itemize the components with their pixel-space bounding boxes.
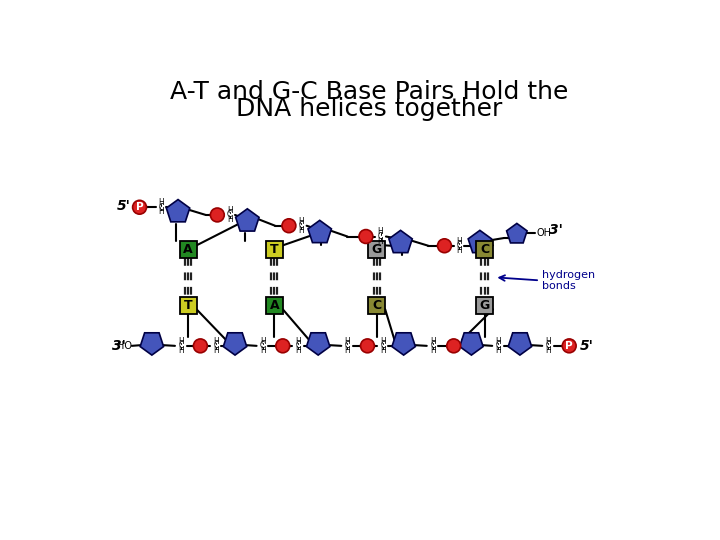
Text: H: H	[295, 337, 301, 346]
Text: hydrogen
bonds: hydrogen bonds	[542, 269, 595, 291]
Text: C: C	[158, 202, 163, 212]
Polygon shape	[507, 224, 527, 243]
Polygon shape	[166, 200, 190, 222]
Text: 3': 3'	[549, 224, 563, 238]
Polygon shape	[392, 333, 415, 355]
Text: P: P	[565, 341, 573, 351]
Text: 3': 3'	[112, 339, 126, 353]
Text: A-T and G-C Base Pairs Hold the: A-T and G-C Base Pairs Hold the	[170, 80, 568, 104]
Text: H: H	[430, 346, 436, 355]
Text: H: H	[345, 337, 351, 346]
Text: H: H	[260, 337, 266, 346]
Text: G: G	[480, 299, 490, 312]
Polygon shape	[140, 333, 163, 355]
FancyBboxPatch shape	[179, 296, 197, 314]
Circle shape	[132, 200, 146, 214]
Text: C: C	[456, 241, 462, 250]
Polygon shape	[308, 220, 331, 242]
Text: C: C	[480, 243, 489, 256]
Polygon shape	[508, 333, 531, 355]
Text: H: H	[380, 337, 386, 346]
Text: H: H	[456, 246, 462, 255]
Circle shape	[276, 339, 289, 353]
Polygon shape	[223, 333, 247, 355]
Text: H: H	[456, 237, 462, 246]
Polygon shape	[235, 209, 259, 231]
Text: H: H	[495, 346, 501, 355]
Text: H: H	[430, 337, 436, 346]
FancyBboxPatch shape	[179, 241, 197, 258]
Text: H: H	[546, 346, 552, 355]
Text: H: H	[378, 237, 384, 246]
Circle shape	[438, 239, 451, 253]
FancyBboxPatch shape	[368, 241, 385, 258]
Text: H: H	[295, 346, 301, 355]
Text: 5': 5'	[117, 199, 131, 213]
Text: OH: OH	[536, 228, 551, 238]
Circle shape	[562, 339, 576, 353]
Text: H: H	[298, 217, 304, 226]
Text: H: H	[495, 337, 501, 346]
Text: C: C	[496, 341, 501, 350]
Text: H: H	[227, 206, 233, 215]
Text: H: H	[546, 337, 552, 346]
FancyBboxPatch shape	[476, 296, 493, 314]
Circle shape	[194, 339, 207, 353]
Polygon shape	[389, 231, 413, 253]
Text: H: H	[213, 337, 219, 346]
Text: A: A	[183, 243, 193, 256]
Text: C: C	[299, 221, 304, 230]
FancyBboxPatch shape	[368, 296, 385, 314]
Text: H: H	[179, 337, 184, 346]
Text: C: C	[380, 341, 385, 350]
Text: H: H	[179, 346, 184, 355]
FancyBboxPatch shape	[266, 296, 283, 314]
Text: C: C	[431, 341, 436, 350]
Text: H: H	[378, 227, 384, 237]
Text: C: C	[546, 341, 551, 350]
Text: C: C	[227, 211, 233, 219]
Circle shape	[282, 219, 296, 233]
Text: C: C	[295, 341, 301, 350]
Text: G: G	[372, 243, 382, 256]
Text: DNA helices together: DNA helices together	[236, 97, 502, 121]
FancyBboxPatch shape	[476, 241, 493, 258]
Circle shape	[210, 208, 224, 222]
Text: C: C	[372, 299, 382, 312]
Text: C: C	[345, 341, 350, 350]
Text: H: H	[227, 215, 233, 224]
Circle shape	[359, 230, 373, 244]
Text: T: T	[184, 299, 192, 312]
Polygon shape	[307, 333, 330, 355]
Text: H: H	[158, 207, 164, 217]
Text: C: C	[260, 341, 266, 350]
Polygon shape	[459, 333, 483, 355]
Text: H: H	[158, 198, 164, 207]
Text: P: P	[136, 202, 143, 212]
Text: T: T	[270, 243, 279, 256]
Circle shape	[361, 339, 374, 353]
Circle shape	[447, 339, 461, 353]
Text: H: H	[213, 346, 219, 355]
Polygon shape	[468, 231, 492, 253]
Text: C: C	[378, 232, 383, 241]
Text: A: A	[269, 299, 279, 312]
Text: HO: HO	[117, 341, 132, 351]
Text: H: H	[260, 346, 266, 355]
Text: H: H	[298, 226, 304, 235]
Text: 5': 5'	[580, 339, 594, 353]
Text: C: C	[179, 341, 184, 350]
Text: C: C	[213, 341, 218, 350]
FancyBboxPatch shape	[266, 241, 283, 258]
Text: H: H	[380, 346, 386, 355]
Text: H: H	[345, 346, 351, 355]
